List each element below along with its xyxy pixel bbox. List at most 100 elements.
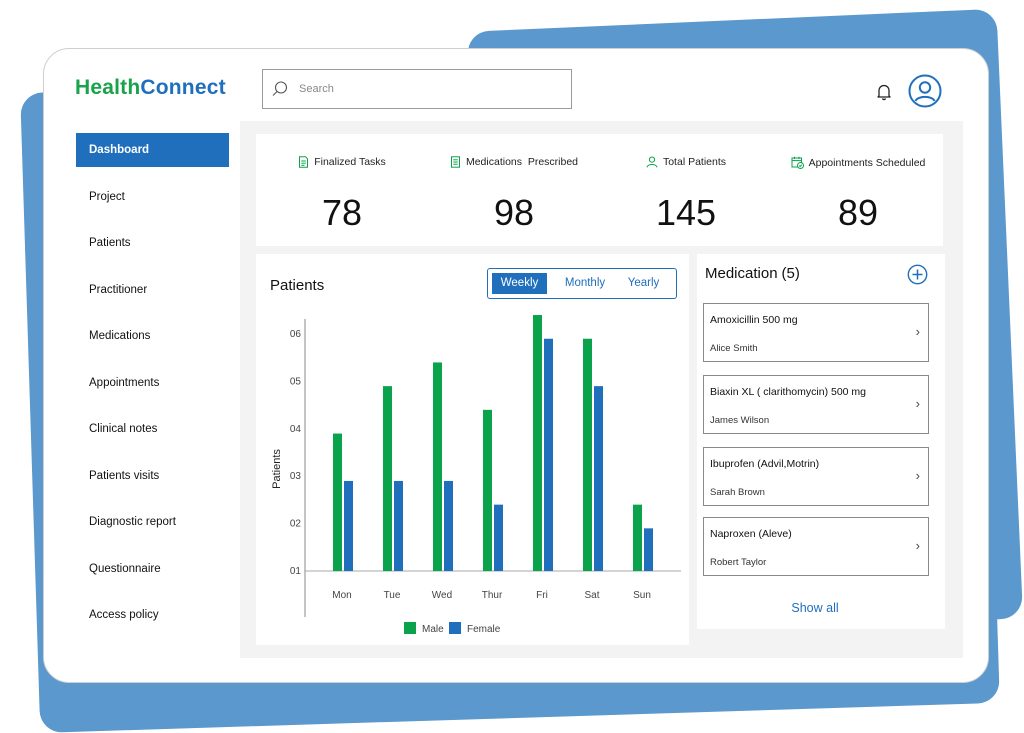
bell-icon[interactable] (876, 83, 892, 101)
y-tick-label: 02 (290, 519, 302, 530)
tab-yearly[interactable]: Yearly (627, 277, 660, 289)
period-toggle: Weekly Monthly Yearly (487, 268, 677, 299)
app-window: HealthConnect Dashboard Project Patients… (43, 48, 989, 683)
chevron-right-icon: › (915, 538, 920, 553)
stat-value: 145 (655, 192, 717, 233)
stat-label-row: Appointments Scheduled (772, 156, 944, 169)
document-list-icon (299, 156, 309, 168)
medication-patient: James Wilson (710, 415, 770, 426)
y-tick-label: 06 (290, 329, 302, 340)
calendar-check-icon (791, 156, 804, 169)
stat-label-row: Finalized Tasks (256, 156, 428, 168)
patients-chart-card: Patients Weekly Monthly Yearly 01 02 03 04 0… (256, 254, 689, 645)
sidebar-item-questionnaire[interactable]: Questionnaire (89, 562, 161, 575)
x-tick-label: Wed (432, 590, 452, 601)
medication-count: (5) (781, 265, 800, 282)
chevron-right-icon: › (915, 324, 920, 339)
sidebar-item-patients-visits[interactable]: Patients visits (89, 469, 160, 482)
medication-title: Medication (5) (705, 265, 800, 282)
search-bar[interactable] (262, 69, 572, 109)
x-tick-label: Tue (384, 590, 401, 601)
bar-male (583, 338, 592, 571)
medication-name: Ibuprofen (Advil,Motrin) (710, 458, 820, 470)
y-tick-label: 05 (290, 376, 302, 387)
sidebar-item-access-policy[interactable]: Access policy (89, 609, 159, 621)
show-all-link[interactable]: Show all (791, 601, 839, 615)
medication-item[interactable]: Biaxin XL ( clarithomycin) 500 mg James … (703, 375, 929, 434)
person-icon (646, 156, 658, 168)
sidebar-item-appointments[interactable]: Appointments (89, 376, 160, 389)
search-icon (272, 81, 288, 96)
medication-item[interactable]: Ibuprofen (Advil,Motrin) Sarah Brown › (703, 447, 929, 506)
bar-female (344, 480, 353, 571)
logo-part-health: Health (75, 76, 141, 99)
stat-label: Medications Prescribed (465, 156, 579, 168)
main-content: Finalized Tasks 78 Medications Prescribe… (240, 121, 963, 658)
medication-patient: Robert Taylor (710, 557, 767, 568)
bar-female (644, 528, 653, 571)
stat-label-row: Total Patients (600, 156, 772, 168)
bar-male (433, 362, 442, 571)
sidebar-item-diagnostic-report[interactable]: Diagnostic report (89, 516, 176, 528)
tab-weekly[interactable]: Weekly (492, 273, 547, 294)
y-tick-label: 01 (290, 566, 302, 577)
bar-male (633, 504, 642, 571)
bar-female (494, 504, 503, 571)
y-axis-label: Patients (271, 449, 283, 489)
chart-title: Patients (270, 277, 325, 294)
y-tick-label: 03 (290, 471, 302, 482)
stat-value: 78 (321, 192, 363, 233)
medication-title-text: Medication (705, 265, 778, 282)
prescription-icon (450, 156, 460, 168)
x-tick-label: Mon (332, 590, 351, 601)
y-tick-label: 04 (290, 424, 302, 435)
stat-finalized-tasks: Finalized Tasks 78 (256, 134, 428, 246)
sidebar-item-practitioner[interactable]: Practitioner (89, 283, 148, 296)
medication-name: Naproxen (Aleve) (710, 528, 792, 540)
bar-male (333, 433, 342, 571)
bar-female (594, 386, 603, 571)
bar-male (533, 315, 542, 571)
tab-monthly[interactable]: Monthly (564, 277, 606, 289)
x-tick-label: Sun (633, 590, 651, 601)
bar-male (483, 409, 492, 571)
x-tick-label: Fri (536, 590, 548, 601)
patients-bar-chart: 01 02 03 04 05 06 Patients Mon Tue Wed Thur Fri Sat S… (271, 315, 681, 635)
sidebar-item-project[interactable]: Project (89, 190, 125, 203)
logo-part-connect: Connect (140, 76, 226, 99)
user-avatar-icon[interactable] (908, 74, 942, 108)
x-tick-label: Thur (482, 590, 503, 601)
bar-female (394, 480, 403, 571)
medication-patient: Sarah Brown (710, 487, 765, 498)
medication-name: Amoxicillin 500 mg (710, 314, 798, 326)
stat-label-row: Medications Prescribed (428, 156, 600, 168)
stat-total-patients: Total Patients 145 (600, 134, 772, 246)
sidebar-nav: Dashboard Project Patients Practitioner … (76, 133, 229, 645)
medication-patient: Alice Smith (710, 343, 758, 354)
bar-female (544, 338, 553, 571)
medication-name: Biaxin XL ( clarithomycin) 500 mg (710, 386, 867, 398)
legend-swatch-female (449, 622, 461, 634)
stat-label: Appointments Scheduled (808, 156, 926, 169)
stat-value: 89 (837, 192, 879, 233)
medication-item[interactable]: Naproxen (Aleve) Robert Taylor › (703, 517, 929, 576)
sidebar-item-patients[interactable]: Patients (89, 237, 131, 249)
legend-label: Male (422, 624, 444, 635)
stat-label: Total Patients (662, 156, 727, 168)
legend-label: Female (467, 624, 501, 635)
stat-medications-prescribed: Medications Prescribed 98 (428, 134, 600, 246)
stat-value: 98 (493, 192, 535, 233)
stats-panel: Finalized Tasks 78 Medications Prescribe… (256, 134, 943, 246)
sidebar-item-medications[interactable]: Medications (89, 330, 151, 342)
search-input[interactable] (297, 82, 541, 96)
sidebar-item-clinical-notes[interactable]: Clinical notes (89, 423, 158, 435)
bar-male (383, 386, 392, 571)
chevron-right-icon: › (915, 468, 920, 483)
legend-swatch-male (404, 622, 416, 634)
stat-appointments-scheduled: Appointments Scheduled 89 (772, 134, 944, 246)
chevron-right-icon: › (915, 396, 920, 411)
sidebar-item-dashboard[interactable]: Dashboard (76, 133, 229, 167)
plus-circle-icon[interactable] (907, 264, 928, 285)
medication-item[interactable]: Amoxicillin 500 mg Alice Smith › (703, 303, 929, 362)
app-logo[interactable]: HealthConnect (75, 76, 226, 100)
